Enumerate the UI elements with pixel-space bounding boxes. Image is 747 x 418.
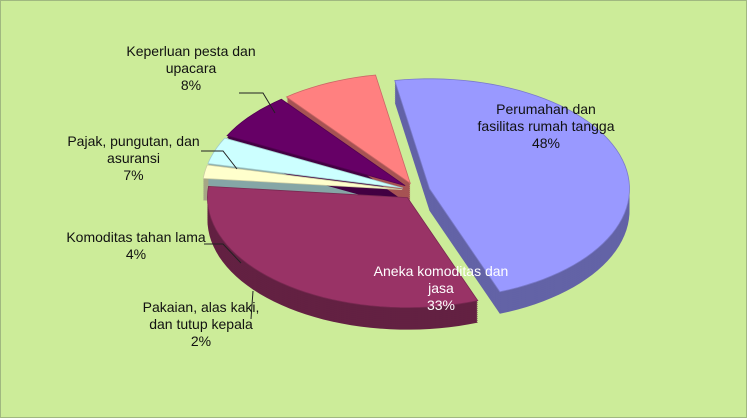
leader-line (250, 290, 254, 320)
slice-label: Keperluan pesta dan upacara 8% (116, 43, 266, 94)
category-label: Pajak, pungutan, dan asuransi (67, 133, 200, 166)
value-label: 8% (180, 77, 202, 93)
category-label: Perumahan dan fasilitas rumah tangga (477, 101, 615, 134)
value-label: 4% (125, 246, 147, 262)
slice-label: Komoditas tahan lama 4% (61, 229, 211, 263)
category-label: Pakaian, alas kaki, dan tutup kepala (142, 299, 260, 332)
value-label: 33% (426, 297, 456, 313)
leader-line (204, 243, 242, 264)
leader-line (201, 150, 238, 170)
category-label: Keperluan pesta dan upacara (126, 43, 256, 76)
slice-label: Perumahan dan fasilitas rumah tangga 48% (471, 101, 621, 152)
slice (394, 78, 630, 293)
value-label: 48% (531, 135, 561, 151)
value-label: 7% (123, 167, 144, 183)
slice (202, 164, 403, 191)
slice-label: Pakaian, alas kaki, dan tutup kepala 2% (141, 299, 261, 350)
slice (285, 74, 412, 185)
slice (226, 98, 406, 187)
leader-line (239, 92, 276, 114)
value-label: 2% (190, 333, 212, 349)
slice (207, 185, 479, 309)
slice-label: Aneka komoditas dan jasa 33% (366, 263, 516, 314)
category-label: Komoditas tahan lama (66, 229, 206, 245)
slice-label: Pajak, pungutan, dan asuransi 7% (56, 133, 211, 184)
category-label: Aneka komoditas dan jasa (373, 263, 509, 296)
